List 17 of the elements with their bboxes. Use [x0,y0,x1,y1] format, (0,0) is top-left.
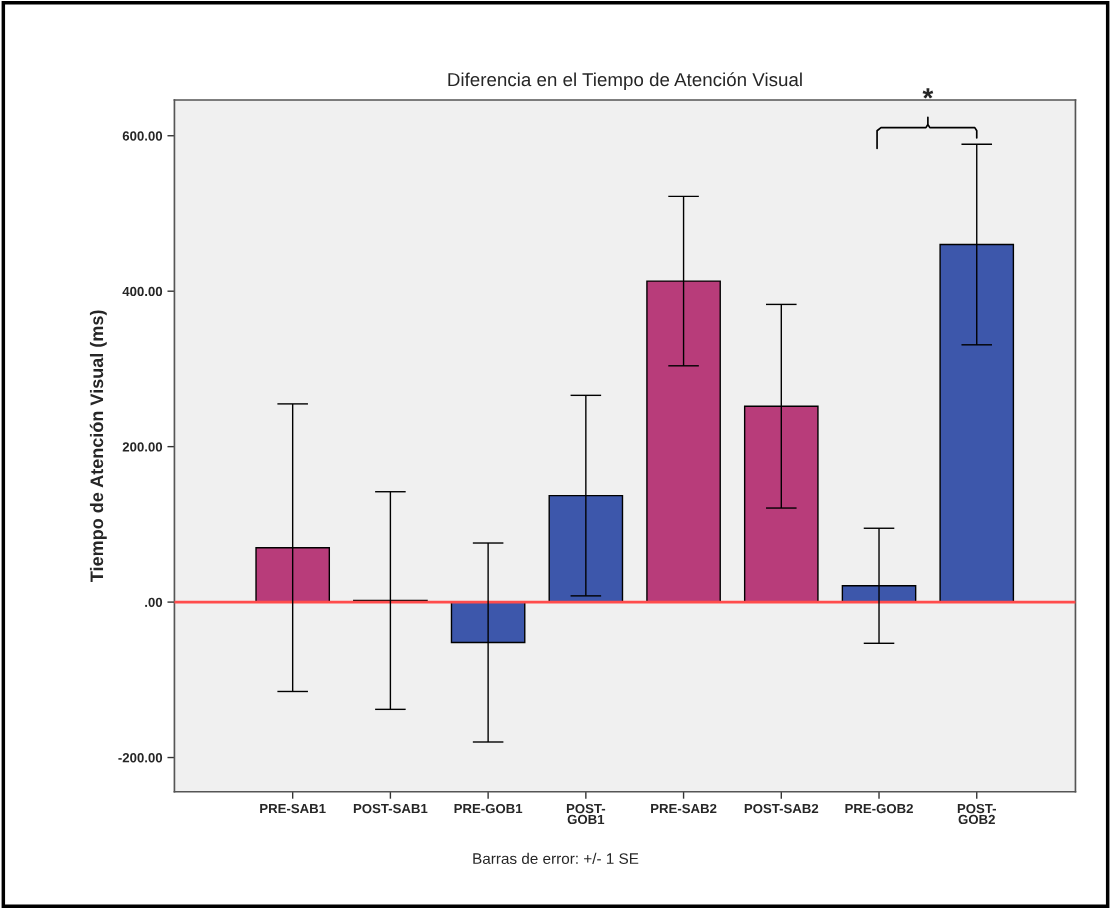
text: * [922,88,934,99]
x-tick-label: POST-SAB2 [744,803,819,814]
x-tick-label: PRE-SAB1 [260,803,326,814]
y-tick-label: 200.00 [122,442,163,452]
chart-title: Diferencia en el Tiempo de Atención Visual [448,72,802,90]
y-tick-label: 600.00 [122,131,163,141]
x-tick-label: PRE-GOB1 [454,803,523,814]
y-tick-label: .00 [145,597,163,607]
x-tick-label: POST- GOB1 [566,803,606,825]
x-tick-label: PRE-GOB2 [845,803,913,814]
x-tick-label: POST- GOB2 [957,803,997,825]
y-tick-label: -200.00 [118,753,163,763]
x-tick-label: PRE-SAB2 [651,803,717,814]
x-tick-label: POST-SAB1 [353,803,428,814]
y-axis-title: Tiempo de Atención Visual (ms) [89,310,107,582]
text: Barras de error: +/- 1 SE [473,852,639,865]
y-tick-label: 400.00 [122,286,163,297]
